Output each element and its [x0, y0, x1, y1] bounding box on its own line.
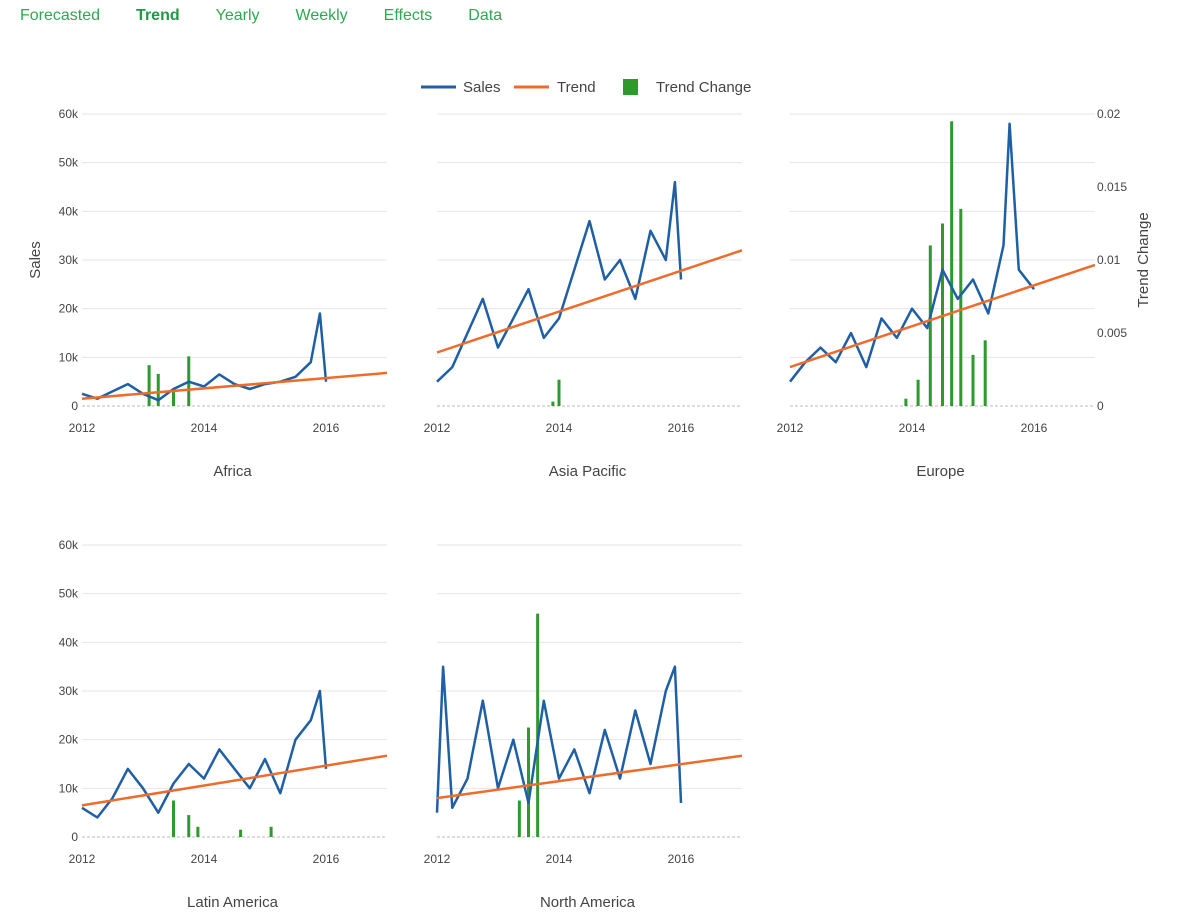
tab-forecasted[interactable]: Forecasted: [20, 7, 101, 24]
panel-title-asia-pacific: Asia Pacific: [549, 463, 627, 480]
panel-title-north-america: North America: [540, 894, 636, 911]
trend-line-europe: [789, 263, 1096, 369]
trend-change-bar: [551, 401, 555, 406]
x-tick-label: 2016: [668, 852, 695, 866]
x-tick-label: 2012: [424, 852, 451, 866]
x-tick-label: 2014: [899, 421, 926, 435]
sales-line-africa: [81, 312, 328, 402]
legend-swatch-trend-change: [623, 79, 638, 95]
x-tick-label: 2012: [69, 421, 96, 435]
y-tick-label: 20k: [59, 733, 79, 747]
x-tick-label: 2016: [668, 421, 695, 435]
y-tick-label: 60k: [59, 107, 79, 121]
trend-change-bar: [156, 373, 160, 406]
y2-tick-label: 0.015: [1097, 180, 1127, 194]
trend-change-bar: [187, 815, 191, 837]
trend-line-africa: [81, 371, 388, 400]
tab-data[interactable]: Data: [468, 7, 503, 24]
y-tick-label: 40k: [59, 635, 79, 649]
y2-tick-label: 0.02: [1097, 107, 1121, 121]
x-tick-label: 2016: [313, 421, 340, 435]
legend-label-sales: Sales: [463, 79, 501, 96]
y-tick-label: 40k: [59, 204, 79, 218]
tab-yearly[interactable]: Yearly: [215, 7, 260, 24]
y-tick-label: 20k: [59, 302, 79, 316]
x-tick-label: 2012: [424, 421, 451, 435]
tab-bar: Forecasted Trend Yearly Weekly Effects D…: [20, 6, 538, 26]
trend-change-bar: [196, 826, 200, 837]
y-axis-title: Sales: [27, 241, 44, 279]
trend-line-latin-america: [81, 754, 388, 807]
trend-change-bar: [269, 826, 273, 837]
trend-change-bar: [971, 354, 975, 406]
tab-effects[interactable]: Effects: [383, 7, 433, 24]
panel-title-africa: Africa: [213, 463, 252, 480]
y-tick-label: 10k: [59, 350, 79, 364]
trend-change-bar: [950, 121, 954, 407]
y-tick-label: 0: [71, 830, 78, 844]
trend-change-bar: [928, 245, 932, 406]
tab-weekly[interactable]: Weekly: [295, 7, 348, 24]
x-tick-label: 2016: [1021, 421, 1048, 435]
trend-change-bar: [172, 388, 175, 406]
x-tick-label: 2014: [191, 852, 218, 866]
trend-change-bar: [904, 398, 908, 406]
y-tick-label: 10k: [59, 781, 79, 795]
sales-line-asia-pacific: [436, 180, 683, 383]
y-tick-label: 60k: [59, 538, 79, 552]
trend-change-bar: [172, 800, 175, 837]
sales-line-latin-america: [81, 689, 328, 819]
sales-line-europe: [789, 122, 1035, 383]
trend-change-bar: [557, 379, 561, 406]
legend-label-trend-change: Trend Change: [656, 79, 751, 96]
y-tick-label: 0: [71, 399, 78, 413]
trend-line-north-america: [436, 754, 743, 800]
trend-change-bar: [983, 340, 987, 406]
trend-change-bar: [147, 365, 151, 406]
x-tick-label: 2014: [191, 421, 218, 435]
x-tick-label: 2014: [546, 852, 573, 866]
trend-change-bar: [916, 379, 920, 406]
trend-change-bar: [517, 800, 521, 837]
y-tick-label: 50k: [59, 156, 79, 170]
y2-tick-label: 0.01: [1097, 253, 1121, 267]
y2-tick-label: 0: [1097, 399, 1104, 413]
x-tick-label: 2012: [69, 852, 96, 866]
panel-title-europe: Europe: [916, 463, 964, 480]
y2-tick-label: 0.005: [1097, 326, 1127, 340]
trend-change-bar: [239, 829, 243, 837]
y-tick-label: 30k: [59, 684, 79, 698]
y2-axis-title: Trend Change: [1135, 212, 1152, 307]
y-tick-label: 50k: [59, 587, 79, 601]
trend-line-asia-pacific: [436, 249, 743, 354]
x-tick-label: 2016: [313, 852, 340, 866]
trend-change-bar: [959, 208, 963, 406]
y-tick-label: 30k: [59, 253, 79, 267]
trend-change-bar: [536, 613, 540, 837]
legend-label-trend: Trend: [557, 79, 596, 96]
panel-title-latin-america: Latin America: [187, 894, 279, 911]
sales-line-north-america: [435, 665, 683, 813]
x-tick-label: 2012: [777, 421, 804, 435]
tab-trend[interactable]: Trend: [136, 7, 180, 24]
trend-change-bar: [527, 727, 530, 837]
x-tick-label: 2014: [546, 421, 573, 435]
